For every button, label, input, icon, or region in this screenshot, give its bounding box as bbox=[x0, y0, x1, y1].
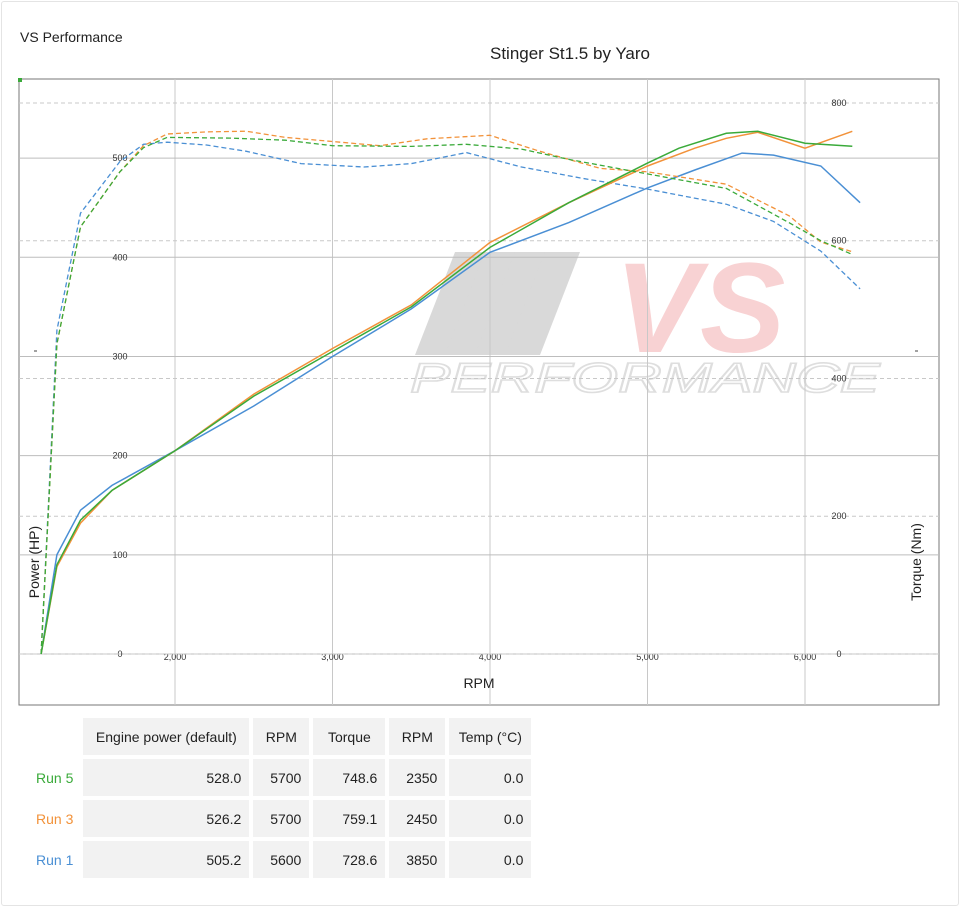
table-header-row: Engine power (default) RPM Torque RPM Te… bbox=[30, 718, 532, 755]
y-left-tick-label: 200 bbox=[112, 451, 127, 461]
cell-rpm: 2450 bbox=[389, 800, 446, 837]
run-label[interactable]: Run 5 bbox=[36, 769, 74, 786]
y-right-tick-label: 600 bbox=[831, 236, 846, 246]
x-tick-label: 2,000 bbox=[164, 652, 187, 662]
cell-power: 528.0 bbox=[83, 759, 250, 796]
y-left-tick-label: 500 bbox=[112, 153, 127, 163]
y-right-tick-label: 400 bbox=[831, 373, 846, 383]
chart-title: Stinger St1.5 by Yaro bbox=[489, 44, 651, 63]
y-right-tick-label: 200 bbox=[831, 511, 846, 521]
y-right-axis-label: Torque (Nm) bbox=[908, 523, 924, 601]
table-corner bbox=[30, 718, 79, 755]
brand-label: VS Performance bbox=[20, 29, 123, 45]
torque-line-run-3 bbox=[40, 130, 853, 655]
watermark-stripe bbox=[475, 252, 550, 355]
torque-line-run-1 bbox=[40, 141, 861, 655]
plot-area bbox=[18, 78, 940, 706]
table-row: Run 3 526.2 5700 759.1 2450 0.0 bbox=[30, 800, 532, 837]
col-header-temp: Temp (°C) bbox=[449, 718, 532, 755]
power-line-run-3 bbox=[40, 130, 853, 655]
table-row: Run 1 505.2 5600 728.6 3850 0.0 bbox=[30, 841, 532, 878]
cell-temp: 0.0 bbox=[449, 800, 532, 837]
corner-marker bbox=[18, 78, 22, 82]
power-line-run-5 bbox=[40, 130, 853, 655]
x-tick-label: 6,000 bbox=[794, 652, 817, 662]
x-tick-label: 3,000 bbox=[321, 652, 344, 662]
cell-temp: 0.0 bbox=[449, 841, 532, 878]
col-header-power: Engine power (default) bbox=[83, 718, 250, 755]
power-line-run-1 bbox=[40, 152, 861, 655]
cell-temp: 0.0 bbox=[449, 759, 532, 796]
run-label[interactable]: Run 1 bbox=[36, 851, 74, 868]
y-left-tick-label: 300 bbox=[112, 351, 127, 361]
y-left-tick-label: 400 bbox=[112, 252, 127, 262]
col-header-rpm: RPM bbox=[253, 718, 310, 755]
watermark-performance: PERFORMANCE bbox=[410, 354, 881, 401]
x-tick-label: 4,000 bbox=[479, 652, 502, 662]
watermark-stripe bbox=[505, 252, 580, 355]
cell-power: 505.2 bbox=[83, 841, 250, 878]
cell-torque: 748.6 bbox=[313, 759, 386, 796]
x-tick-label: 5,000 bbox=[636, 652, 659, 662]
run-label[interactable]: Run 3 bbox=[36, 810, 74, 827]
cell-rpm: 5600 bbox=[253, 841, 310, 878]
x-axis-label: RPM bbox=[463, 675, 494, 691]
table-row: Run 5 528.0 5700 748.6 2350 0.0 bbox=[30, 759, 532, 796]
watermark-stripe bbox=[445, 252, 520, 355]
y-left-axis-label: Power (HP) bbox=[26, 526, 42, 598]
col-header-rpm: RPM bbox=[389, 718, 446, 755]
torque-line-run-5 bbox=[40, 136, 853, 655]
y-left-tick-label: 100 bbox=[112, 550, 127, 560]
cell-rpm: 5700 bbox=[253, 759, 310, 796]
cell-rpm: 3850 bbox=[389, 841, 446, 878]
cell-torque: 728.6 bbox=[313, 841, 386, 878]
y-right-tick-label: 0 bbox=[836, 649, 841, 659]
cell-rpm: 2350 bbox=[389, 759, 446, 796]
results-table: Engine power (default) RPM Torque RPM Te… bbox=[26, 714, 535, 882]
cell-torque: 759.1 bbox=[313, 800, 386, 837]
cell-power: 526.2 bbox=[83, 800, 250, 837]
cell-rpm: 5700 bbox=[253, 800, 310, 837]
y-right-tick-label: 800 bbox=[831, 98, 846, 108]
col-header-torque: Torque bbox=[313, 718, 386, 755]
